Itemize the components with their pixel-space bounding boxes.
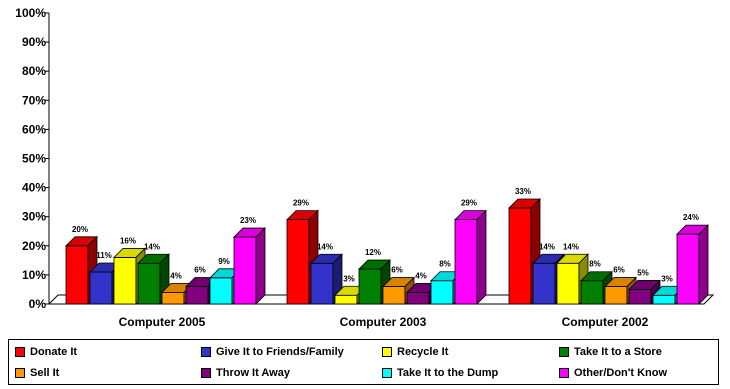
data-label: 20% xyxy=(72,225,88,234)
chart: 0% 10% 20% 30% 40% 50% 60% 70% 80% 90% 100% 20% 11% 1… xyxy=(15,6,715,329)
data-label: 23% xyxy=(240,216,256,225)
data-label: 6% xyxy=(613,266,625,275)
bar xyxy=(113,257,137,305)
data-label: 14% xyxy=(144,242,160,251)
legend-label: Recycle It xyxy=(397,346,449,358)
data-label: 4% xyxy=(415,271,427,280)
legend-label: Throw It Away xyxy=(216,367,290,379)
y-tick-label: 80% xyxy=(22,64,46,78)
data-label: 29% xyxy=(461,199,477,208)
data-label: 14% xyxy=(563,242,579,251)
bar xyxy=(233,236,257,305)
y-tick-label: 60% xyxy=(22,122,46,136)
legend-item: Recycle It xyxy=(382,346,448,358)
data-label: 8% xyxy=(589,260,601,269)
data-label: 5% xyxy=(637,268,649,277)
category-label: Computer 2003 xyxy=(340,315,427,329)
legend-item: Throw It Away xyxy=(201,367,290,379)
bar xyxy=(89,271,113,305)
bar xyxy=(406,291,430,305)
bar xyxy=(358,268,382,305)
legend-item: Take It to a Store xyxy=(559,346,662,358)
legend-swatch xyxy=(559,368,569,378)
data-label: 29% xyxy=(293,199,309,208)
data-label: 33% xyxy=(515,187,531,196)
y-tick-label: 20% xyxy=(22,239,46,253)
data-label: 14% xyxy=(317,242,333,251)
data-label: 16% xyxy=(120,236,136,245)
bar xyxy=(209,277,233,305)
legend-item: Give It to Friends/Family xyxy=(201,346,344,358)
legend-label: Take It to the Dump xyxy=(397,367,499,379)
legend-label: Donate It xyxy=(30,346,78,358)
bar xyxy=(65,245,89,305)
legend: Donate It Give It to Friends/Family Recycl… xyxy=(8,339,719,385)
bar xyxy=(334,294,358,305)
bar xyxy=(676,233,700,305)
legend-swatch xyxy=(201,368,211,378)
data-label: 11% xyxy=(96,251,112,260)
bar xyxy=(532,262,556,305)
y-tick-label: 70% xyxy=(22,93,46,107)
data-label: 3% xyxy=(661,274,673,283)
legend-item: Sell It xyxy=(15,367,59,379)
bar xyxy=(652,294,676,305)
data-label: 6% xyxy=(194,266,206,275)
data-label: 9% xyxy=(218,257,230,266)
bar xyxy=(161,291,185,305)
y-tick-label: 0% xyxy=(29,297,47,311)
bar-side xyxy=(255,227,266,305)
legend-swatch xyxy=(15,368,25,378)
category-label: Computer 2002 xyxy=(562,315,649,329)
legend-swatch xyxy=(559,347,569,357)
legend-label: Take It to a Store xyxy=(574,346,662,358)
data-label: 14% xyxy=(539,242,555,251)
bar xyxy=(454,219,478,305)
data-label: 24% xyxy=(683,213,699,222)
data-label: 8% xyxy=(439,260,451,269)
bar xyxy=(382,286,406,305)
y-tick-label: 30% xyxy=(22,210,46,224)
bar xyxy=(310,262,334,305)
bar-side xyxy=(698,224,709,305)
bar xyxy=(430,280,454,305)
legend-swatch xyxy=(382,347,392,357)
bar xyxy=(556,262,580,305)
y-tick-label: 10% xyxy=(22,268,46,282)
legend-item: Donate It xyxy=(15,346,77,358)
legend-label: Sell It xyxy=(30,367,60,379)
legend-label: Other/Don't Know xyxy=(574,367,668,379)
data-label: 12% xyxy=(365,248,381,257)
bar xyxy=(580,280,604,305)
data-label: 6% xyxy=(391,266,403,275)
y-tick-label: 100% xyxy=(15,6,46,20)
bar xyxy=(137,262,161,305)
bar xyxy=(628,289,652,305)
legend-item: Take It to the Dump xyxy=(382,367,498,379)
category-label: Computer 2005 xyxy=(119,315,206,329)
legend-swatch xyxy=(201,347,211,357)
y-tick-label: 50% xyxy=(22,152,46,166)
legend-swatch xyxy=(382,368,392,378)
y-tick-label: 90% xyxy=(22,35,46,49)
data-label: 3% xyxy=(343,274,355,283)
legend-label: Give It to Friends/Family xyxy=(216,346,344,358)
y-tick-label: 40% xyxy=(22,181,46,195)
bar xyxy=(185,286,209,305)
bar xyxy=(508,207,532,305)
data-label: 4% xyxy=(170,271,182,280)
legend-swatch xyxy=(15,347,25,357)
bar-side xyxy=(476,209,487,305)
bar xyxy=(286,219,310,305)
bar xyxy=(604,286,628,305)
legend-item: Other/Don't Know xyxy=(559,367,667,379)
